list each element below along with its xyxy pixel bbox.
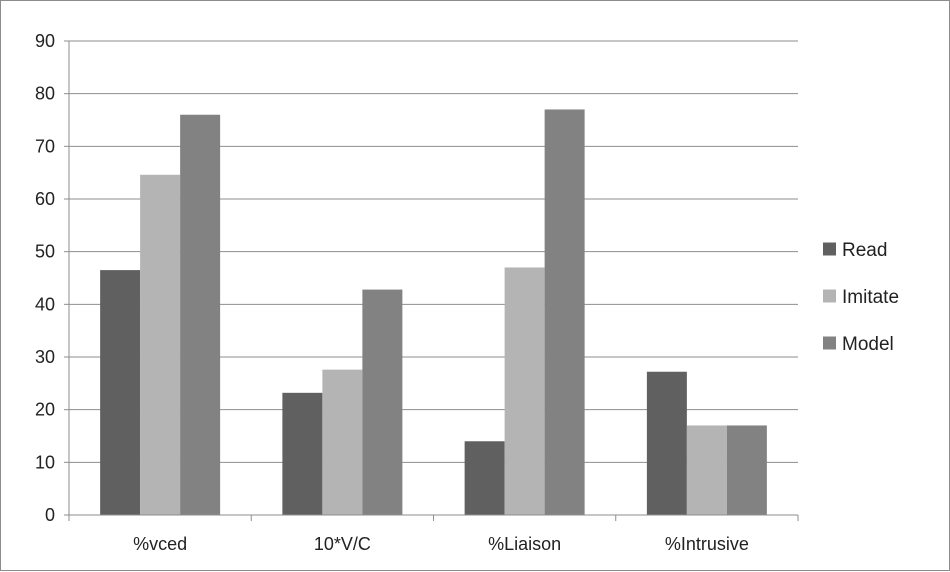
- legend: Read Imitate Model: [823, 240, 899, 355]
- bar-model-2: [544, 109, 585, 515]
- legend-label-model: Model: [842, 334, 894, 355]
- y-tick-label: 40: [35, 294, 55, 314]
- bar-imitate-0: [140, 174, 181, 516]
- bar-imitate-1: [322, 369, 363, 515]
- x-category-label: 10*V/C: [314, 534, 371, 554]
- bar-read-2: [464, 441, 505, 515]
- y-tick-label: 50: [35, 242, 55, 262]
- bar-imitate-2: [504, 267, 545, 515]
- legend-swatch-read: [823, 242, 836, 256]
- bars: [100, 109, 767, 516]
- bar-read-0: [100, 270, 141, 515]
- y-tick-label: 70: [35, 136, 55, 156]
- y-tick-label: 60: [35, 189, 55, 209]
- x-category-label: %Liaison: [488, 534, 561, 554]
- bar-read-3: [646, 371, 687, 515]
- y-tick-label: 0: [45, 505, 55, 525]
- x-category-label: %Intrusive: [665, 534, 749, 554]
- bar-model-0: [180, 114, 221, 515]
- y-tick-label: 30: [35, 347, 55, 367]
- y-tick-labels: 0 10 20 30 40 50 60 70 80 90: [35, 31, 55, 525]
- bar-model-1: [362, 289, 403, 515]
- y-tick-label: 10: [35, 452, 55, 472]
- legend-label-read: Read: [842, 240, 887, 261]
- y-tick-label: 80: [35, 84, 55, 104]
- legend-label-imitate: Imitate: [842, 287, 899, 308]
- y-tick-label: 20: [35, 400, 55, 420]
- legend-swatch-imitate: [823, 289, 836, 303]
- bar-model-3: [726, 425, 767, 515]
- axes: [64, 40, 799, 521]
- legend-swatch-model: [823, 336, 836, 350]
- bar-imitate-3: [686, 425, 727, 515]
- x-category-labels: %vced 10*V/C %Liaison %Intrusive: [133, 534, 749, 554]
- x-category-label: %vced: [133, 534, 187, 554]
- bar-read-1: [282, 392, 323, 515]
- y-tick-label: 90: [35, 31, 55, 51]
